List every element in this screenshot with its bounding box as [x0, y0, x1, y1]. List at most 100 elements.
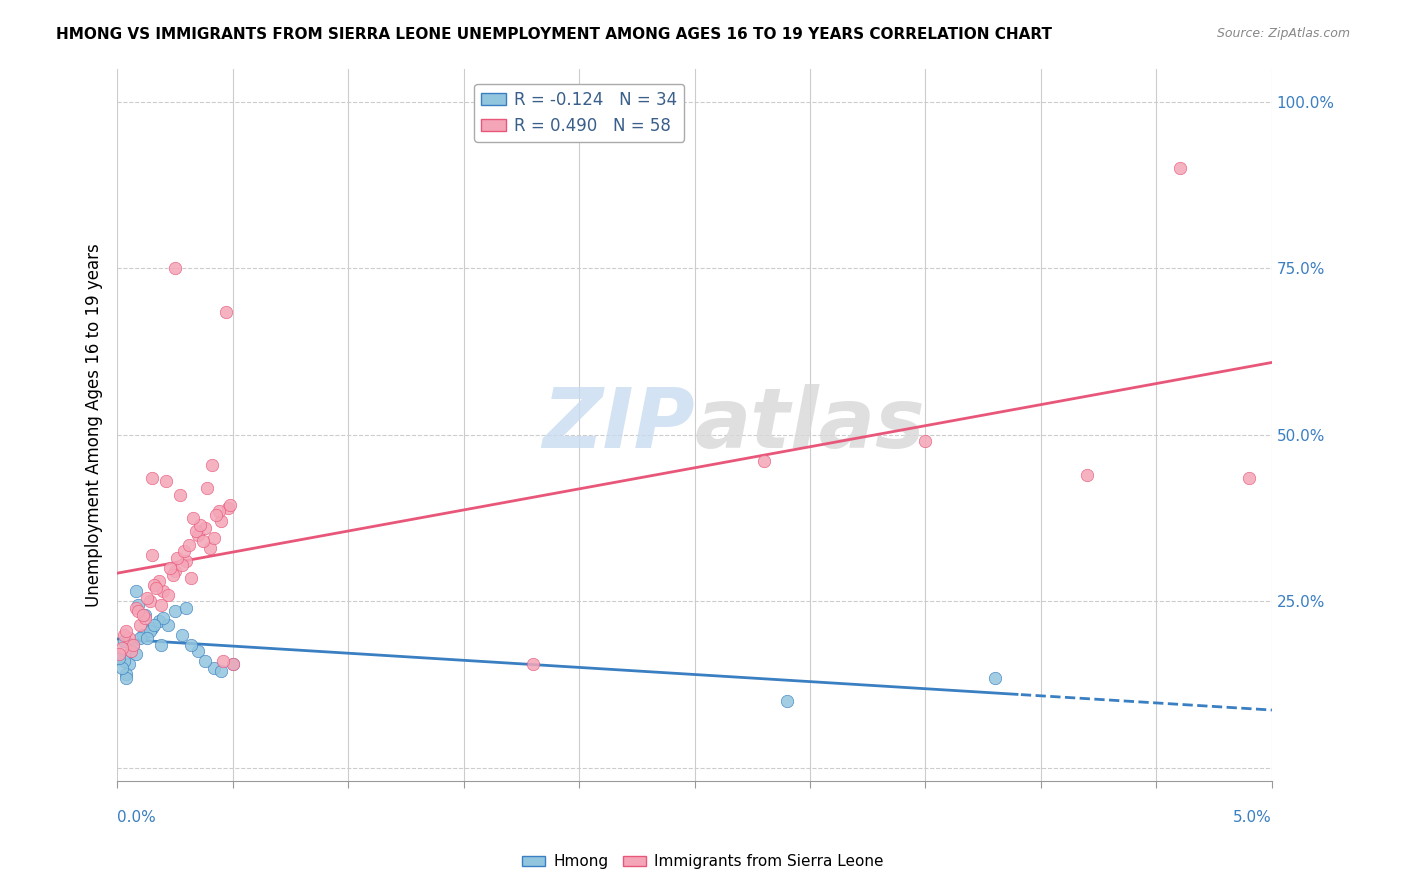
- Point: [176, 554, 198, 568]
- Point: [202, 661, 225, 675]
- Point: [127, 604, 149, 618]
- Point: [156, 617, 179, 632]
- Point: [170, 627, 193, 641]
- Point: [187, 527, 209, 541]
- Point: [115, 667, 138, 681]
- Point: [776, 694, 799, 708]
- Y-axis label: Unemployment Among Ages 16 to 19 years: Unemployment Among Ages 16 to 19 years: [86, 243, 103, 607]
- Point: [148, 574, 170, 589]
- Point: [163, 261, 186, 276]
- Point: [219, 498, 242, 512]
- Point: [141, 471, 163, 485]
- Point: [212, 654, 235, 668]
- Point: [1237, 471, 1260, 485]
- Point: [209, 514, 232, 528]
- Point: [136, 591, 159, 605]
- Point: [209, 664, 232, 678]
- Point: [150, 638, 173, 652]
- Point: [131, 607, 153, 622]
- Point: [180, 638, 202, 652]
- Point: [163, 564, 186, 578]
- Text: 0.0%: 0.0%: [117, 810, 156, 824]
- Text: HMONG VS IMMIGRANTS FROM SIERRA LEONE UNEMPLOYMENT AMONG AGES 16 TO 19 YEARS COR: HMONG VS IMMIGRANTS FROM SIERRA LEONE UN…: [56, 27, 1052, 42]
- Point: [194, 654, 217, 668]
- Point: [163, 604, 186, 618]
- Point: [148, 614, 170, 628]
- Text: atlas: atlas: [695, 384, 925, 466]
- Point: [124, 600, 146, 615]
- Point: [108, 648, 131, 662]
- Point: [141, 621, 163, 635]
- Point: [122, 638, 145, 652]
- Point: [198, 541, 221, 555]
- Point: [522, 657, 544, 672]
- Point: [118, 631, 141, 645]
- Point: [141, 548, 163, 562]
- Point: [176, 600, 198, 615]
- Point: [111, 661, 134, 675]
- Point: [134, 611, 156, 625]
- Point: [112, 627, 135, 641]
- Point: [194, 521, 217, 535]
- Point: [170, 558, 193, 572]
- Legend: Hmong, Immigrants from Sierra Leone: Hmong, Immigrants from Sierra Leone: [516, 848, 890, 875]
- Point: [191, 534, 214, 549]
- Point: [152, 611, 174, 625]
- Point: [201, 458, 224, 472]
- Point: [177, 538, 200, 552]
- Point: [984, 671, 1007, 685]
- Point: [143, 577, 166, 591]
- Point: [208, 504, 231, 518]
- Point: [111, 640, 134, 655]
- Point: [156, 588, 179, 602]
- Point: [184, 524, 207, 539]
- Point: [124, 648, 146, 662]
- Point: [159, 561, 181, 575]
- Point: [152, 584, 174, 599]
- Point: [1168, 161, 1191, 176]
- Point: [217, 501, 239, 516]
- Point: [115, 624, 138, 639]
- Point: [127, 598, 149, 612]
- Point: [202, 531, 225, 545]
- Point: [112, 634, 135, 648]
- Point: [195, 481, 218, 495]
- Point: [221, 657, 243, 672]
- Point: [118, 657, 141, 672]
- Legend: R = -0.124   N = 34, R = 0.490   N = 58: R = -0.124 N = 34, R = 0.490 N = 58: [474, 84, 683, 142]
- Point: [120, 644, 142, 658]
- Point: [134, 607, 156, 622]
- Point: [120, 644, 142, 658]
- Point: [166, 550, 188, 565]
- Point: [169, 488, 191, 502]
- Point: [108, 650, 131, 665]
- Point: [155, 475, 177, 489]
- Point: [122, 638, 145, 652]
- Point: [136, 631, 159, 645]
- Point: [138, 594, 160, 608]
- Point: [138, 624, 160, 639]
- Point: [183, 511, 205, 525]
- Point: [221, 657, 243, 672]
- Point: [131, 627, 153, 641]
- Point: [129, 617, 152, 632]
- Point: [129, 631, 152, 645]
- Point: [150, 598, 173, 612]
- Point: [914, 434, 936, 449]
- Text: Source: ZipAtlas.com: Source: ZipAtlas.com: [1216, 27, 1350, 40]
- Point: [188, 517, 211, 532]
- Point: [162, 567, 184, 582]
- Point: [112, 654, 135, 668]
- Point: [145, 581, 167, 595]
- Point: [115, 671, 138, 685]
- Text: 5.0%: 5.0%: [1233, 810, 1272, 824]
- Point: [124, 584, 146, 599]
- Point: [187, 644, 209, 658]
- Point: [1076, 467, 1098, 482]
- Point: [180, 571, 202, 585]
- Point: [205, 508, 228, 522]
- Point: [752, 454, 775, 468]
- Point: [173, 544, 195, 558]
- Point: [143, 617, 166, 632]
- Point: [215, 304, 238, 318]
